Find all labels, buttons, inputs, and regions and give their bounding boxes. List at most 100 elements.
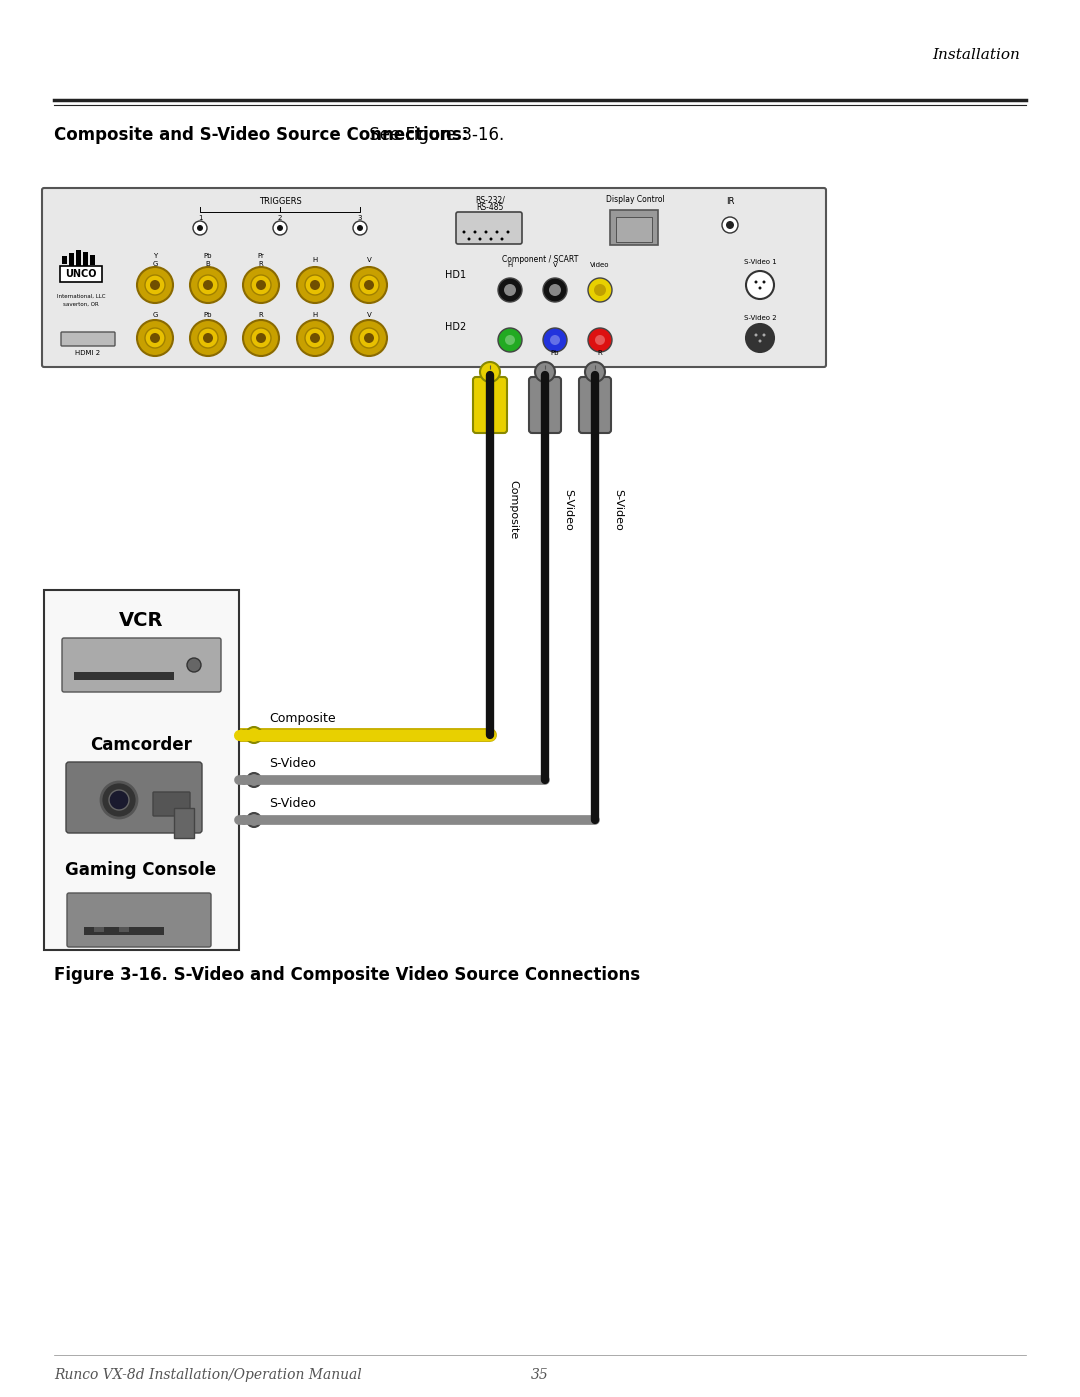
Text: Gaming Console: Gaming Console (66, 861, 217, 879)
Circle shape (243, 267, 279, 303)
Text: International, LLC: International, LLC (57, 293, 105, 299)
Text: Composite: Composite (508, 481, 518, 539)
Text: Video: Video (591, 263, 610, 268)
Circle shape (758, 339, 761, 342)
FancyBboxPatch shape (616, 217, 652, 242)
Circle shape (353, 221, 367, 235)
Circle shape (549, 284, 561, 296)
FancyBboxPatch shape (456, 212, 522, 244)
Text: IR: IR (726, 197, 734, 207)
Circle shape (109, 789, 129, 810)
Circle shape (478, 237, 482, 240)
Text: H: H (508, 263, 513, 268)
FancyBboxPatch shape (67, 893, 211, 947)
Text: VCR: VCR (119, 610, 163, 630)
Circle shape (251, 275, 271, 295)
Circle shape (723, 217, 738, 233)
Text: Composite: Composite (269, 712, 336, 725)
FancyBboxPatch shape (62, 638, 221, 692)
Text: Pb: Pb (551, 351, 559, 356)
Circle shape (588, 328, 612, 352)
Circle shape (239, 731, 249, 740)
FancyBboxPatch shape (579, 377, 611, 433)
Bar (75, 672, 174, 680)
Circle shape (755, 281, 757, 284)
Circle shape (588, 278, 612, 302)
Circle shape (351, 267, 387, 303)
Circle shape (489, 237, 492, 240)
Bar (69, 253, 75, 267)
Text: saverton, OR: saverton, OR (63, 302, 99, 306)
Bar (83, 251, 87, 268)
Circle shape (504, 284, 516, 296)
FancyBboxPatch shape (153, 792, 190, 816)
Text: Runco VX-8d Installation/Operation Manual: Runco VX-8d Installation/Operation Manua… (54, 1368, 362, 1382)
FancyBboxPatch shape (60, 332, 114, 346)
Circle shape (137, 267, 173, 303)
Circle shape (543, 278, 567, 302)
FancyBboxPatch shape (44, 590, 239, 950)
Circle shape (203, 332, 213, 344)
Text: H: H (312, 312, 318, 319)
Circle shape (187, 658, 201, 672)
Circle shape (755, 334, 757, 337)
Circle shape (594, 284, 606, 296)
Circle shape (359, 328, 379, 348)
FancyBboxPatch shape (473, 377, 507, 433)
Text: UNCO: UNCO (65, 270, 97, 279)
Text: V: V (366, 257, 372, 263)
Text: V: V (366, 312, 372, 319)
Circle shape (256, 279, 266, 291)
Text: S-Video 2: S-Video 2 (744, 314, 777, 321)
Circle shape (468, 237, 471, 240)
Circle shape (137, 320, 173, 356)
Circle shape (480, 362, 500, 381)
Text: Camcorder: Camcorder (90, 736, 192, 754)
Circle shape (240, 816, 248, 824)
Text: S-Video: S-Video (613, 489, 623, 531)
Circle shape (203, 279, 213, 291)
Text: TRIGGERS: TRIGGERS (258, 197, 301, 207)
Bar (119, 928, 129, 932)
Text: HD2: HD2 (445, 321, 467, 332)
Text: HDMI 2: HDMI 2 (76, 351, 100, 356)
Circle shape (198, 328, 218, 348)
Circle shape (145, 328, 165, 348)
Circle shape (762, 281, 766, 284)
Circle shape (190, 320, 226, 356)
Text: S-Video: S-Video (269, 757, 315, 770)
Circle shape (273, 221, 287, 235)
Circle shape (256, 332, 266, 344)
Circle shape (496, 231, 499, 233)
Circle shape (500, 237, 503, 240)
Text: Pb
B: Pb B (204, 253, 213, 267)
FancyBboxPatch shape (66, 761, 202, 833)
FancyBboxPatch shape (42, 189, 826, 367)
Text: 2: 2 (278, 215, 282, 221)
Text: V: V (553, 263, 557, 268)
Text: G: G (152, 312, 158, 319)
Circle shape (746, 271, 774, 299)
Circle shape (145, 275, 165, 295)
Bar (90, 256, 95, 265)
Circle shape (310, 279, 320, 291)
Text: RS-232/: RS-232/ (475, 196, 505, 204)
Circle shape (310, 332, 320, 344)
Circle shape (364, 279, 374, 291)
Circle shape (190, 267, 226, 303)
Circle shape (243, 320, 279, 356)
Circle shape (357, 225, 363, 231)
Text: S-Video 1: S-Video 1 (744, 258, 777, 265)
Circle shape (197, 225, 203, 231)
Text: 35: 35 (531, 1368, 549, 1382)
Circle shape (595, 335, 605, 345)
Circle shape (762, 334, 766, 337)
Bar (62, 256, 67, 264)
Circle shape (726, 221, 734, 229)
Circle shape (535, 362, 555, 381)
Circle shape (247, 773, 261, 787)
Bar (84, 928, 164, 935)
Circle shape (498, 328, 522, 352)
Bar (94, 928, 104, 932)
Circle shape (364, 332, 374, 344)
